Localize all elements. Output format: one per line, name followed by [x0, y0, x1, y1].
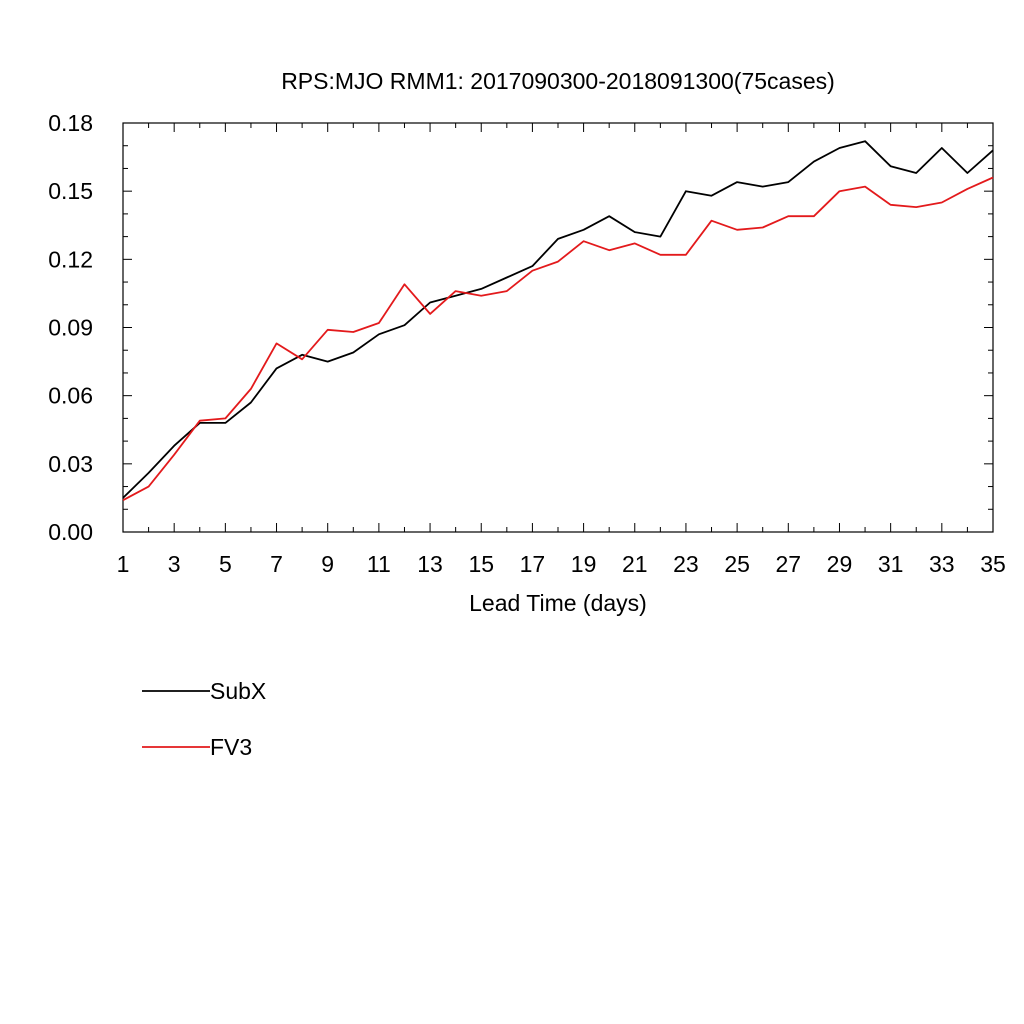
y-tick-label: 0.03	[48, 451, 93, 477]
x-tick-label: 15	[468, 551, 494, 577]
x-tick-label: 27	[775, 551, 801, 577]
legend: SubX FV3	[142, 678, 266, 760]
y-tick-label: 0.06	[48, 383, 93, 409]
y-tick-label: 0.09	[48, 315, 93, 341]
x-tick-label: 25	[724, 551, 750, 577]
chart-title: RPS:MJO RMM1: 2017090300-2018091300(75ca…	[281, 68, 835, 94]
x-tick-label: 9	[321, 551, 334, 577]
x-tick-label: 31	[878, 551, 904, 577]
x-tick-label: 23	[673, 551, 699, 577]
legend-label-fv3: FV3	[210, 734, 252, 760]
x-tick-label: 11	[367, 551, 391, 577]
x-tick-label: 21	[622, 551, 648, 577]
x-tick-label: 3	[168, 551, 181, 577]
y-axis: 0.00 0.03 0.06 0.09 0.12 0.15 0.18	[48, 110, 993, 545]
y-tick-label: 0.12	[48, 246, 93, 272]
legend-label-subx: SubX	[210, 678, 266, 704]
x-tick-label: 7	[270, 551, 283, 577]
series-line-subx	[122, 140, 994, 499]
x-axis-label: Lead Time (days)	[469, 590, 647, 616]
series-line-fv3	[122, 176, 994, 501]
plot-area	[122, 122, 994, 533]
x-tick-label: 35	[980, 551, 1006, 577]
x-tick-label: 1	[117, 551, 130, 577]
x-tick-label: 33	[929, 551, 955, 577]
x-tick-label: 13	[417, 551, 443, 577]
x-axis: 1 3 5 7 9 11 13 15 17 19 21 23 25 27 29 31 33 35	[117, 123, 1006, 577]
y-tick-label: 0.18	[48, 110, 93, 136]
x-tick-label: 19	[571, 551, 597, 577]
plot-frame	[122, 122, 994, 533]
series-layer	[122, 140, 994, 501]
y-tick-label: 0.15	[48, 178, 93, 204]
x-tick-label: 5	[219, 551, 232, 577]
x-tick-label: 29	[827, 551, 853, 577]
x-tick-label: 17	[520, 551, 546, 577]
y-tick-label: 0.00	[48, 519, 93, 545]
